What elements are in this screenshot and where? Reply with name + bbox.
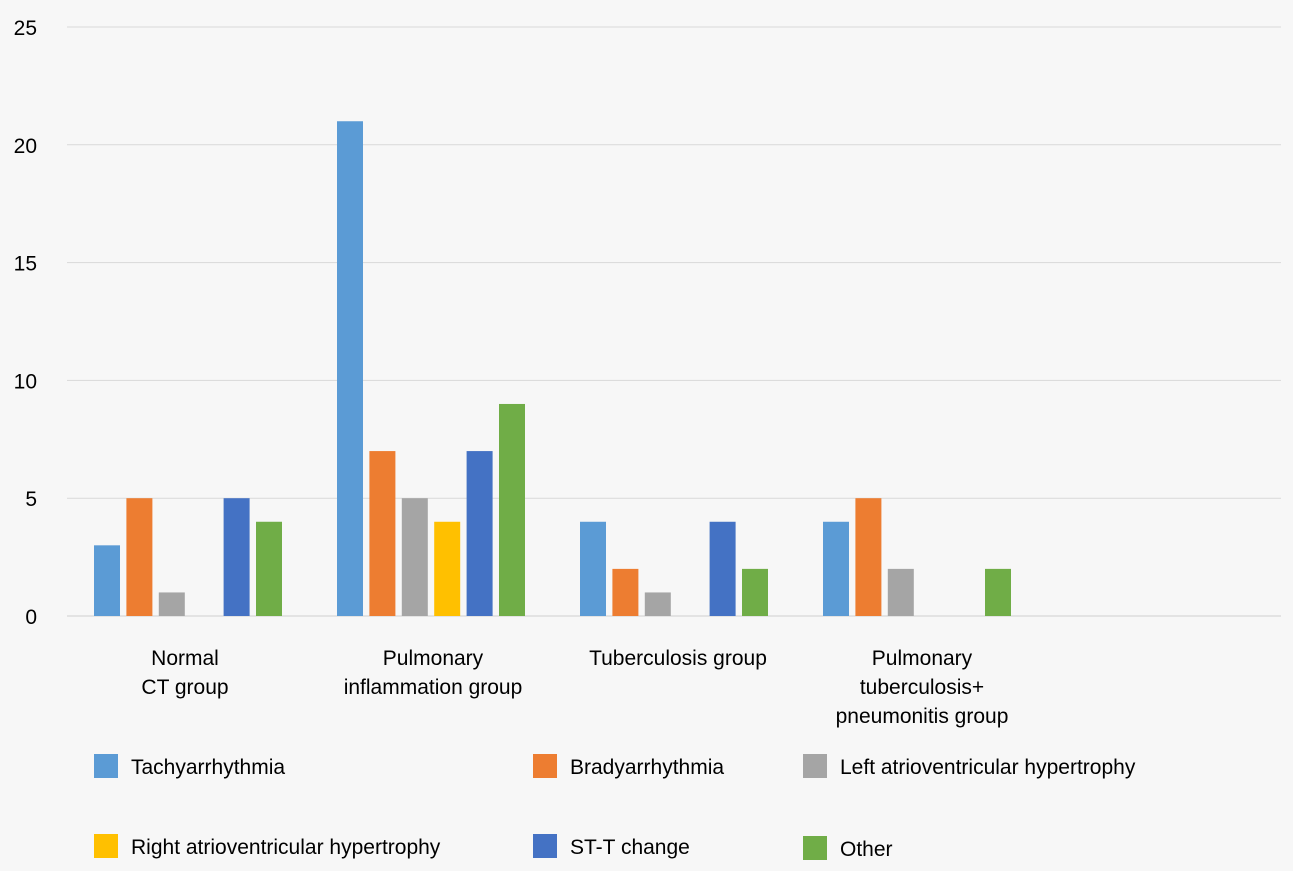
bar	[401, 498, 428, 616]
bar	[256, 521, 282, 616]
legend-label: Right atrioventricular hypertrophy	[131, 836, 441, 859]
legend-item: Left atrioventricular hypertrophy	[803, 754, 1136, 779]
bar	[887, 568, 914, 616]
legend-swatch	[533, 754, 557, 778]
category-label: Tuberculosis group	[589, 647, 767, 670]
bar	[855, 498, 882, 616]
legend-swatch	[533, 834, 557, 858]
legend-item: Other	[803, 836, 893, 861]
legend-item: Tachyarrhythmia	[94, 754, 285, 779]
category-label: Pulmonary tuberculosis+ pneumonitis group	[836, 647, 1009, 728]
legend-label: ST-T change	[570, 836, 690, 859]
bar	[580, 521, 606, 616]
bar	[337, 121, 363, 617]
category-label: Normal CT group	[141, 647, 228, 699]
bar	[709, 521, 736, 616]
legend-swatch	[94, 754, 118, 778]
legend-item: Right atrioventricular hypertrophy	[94, 834, 441, 859]
y-tick-label: 0	[25, 606, 37, 629]
bar	[742, 568, 768, 616]
legend-swatch	[94, 834, 118, 858]
y-tick-label: 20	[14, 135, 37, 158]
bar	[223, 498, 250, 616]
bar	[644, 592, 671, 616]
bar	[823, 521, 849, 616]
bars	[94, 121, 1011, 617]
bar	[985, 568, 1011, 616]
bar	[466, 451, 493, 616]
bar	[612, 568, 639, 616]
bar	[94, 545, 120, 616]
bar	[126, 498, 153, 616]
bar	[434, 521, 461, 616]
y-axis-ticks: 0 5 10 15 20 25	[14, 17, 37, 629]
legend-swatch	[803, 754, 827, 778]
legend-item: Bradyarrhythmia	[533, 754, 724, 779]
bar	[158, 592, 185, 616]
legend-label: Tachyarrhythmia	[131, 756, 285, 779]
legend-swatch	[803, 836, 827, 860]
bar	[499, 403, 525, 616]
y-tick-label: 25	[14, 17, 37, 40]
y-tick-label: 15	[14, 253, 37, 276]
legend: Tachyarrhythmia Bradyarrhythmia Left atrio…	[94, 754, 1136, 861]
category-labels: Normal CT group Pulmonary inflammation grou…	[141, 647, 1008, 728]
legend-label: Left atrioventricular hypertrophy	[840, 756, 1136, 779]
y-tick-label: 5	[25, 488, 37, 511]
legend-item: ST-T change	[533, 834, 690, 859]
legend-label: Other	[840, 838, 893, 861]
y-tick-label: 10	[14, 370, 37, 393]
legend-label: Bradyarrhythmia	[570, 756, 724, 779]
bar	[369, 451, 396, 616]
gridlines	[67, 26, 1281, 617]
category-label: Pulmonary inflammation group	[344, 647, 523, 699]
